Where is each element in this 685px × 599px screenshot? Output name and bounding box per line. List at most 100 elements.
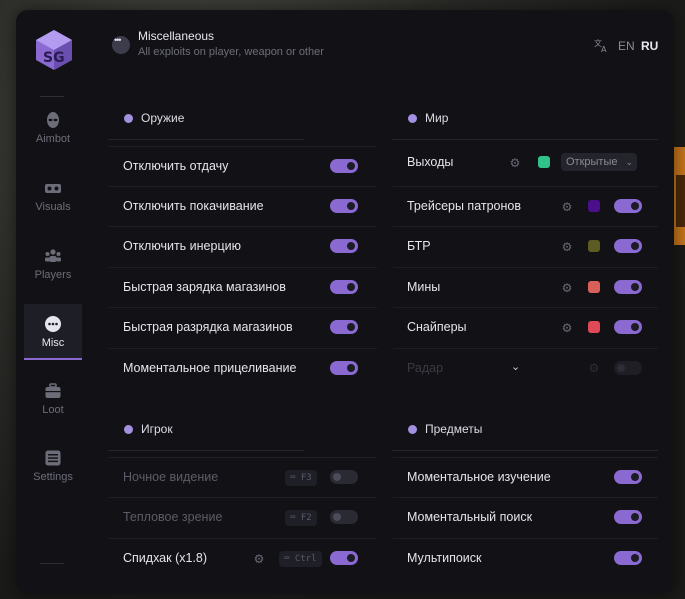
exits-select[interactable]: Открытые ⌄ — [561, 153, 637, 171]
toggle-switch[interactable] — [614, 199, 642, 213]
setting-row: Спидхак (x1.8) ⚙ ⌨ Ctrl — [109, 538, 377, 579]
hotkey-badge[interactable]: ⌨ Ctrl — [279, 551, 322, 567]
gear-icon[interactable]: ⚙ — [253, 552, 265, 566]
gear-icon[interactable]: ⚙ — [561, 200, 573, 214]
setting-label: Быстрая зарядка магазинов — [123, 280, 286, 294]
toggle-switch[interactable] — [330, 510, 358, 524]
sidebar-item-label: Settings — [33, 471, 73, 483]
setting-row: Мины ⚙ — [393, 267, 658, 308]
hotkey-badge[interactable]: ⌨ F3 — [285, 470, 317, 486]
toggle-switch[interactable] — [614, 551, 642, 565]
svg-text:文: 文 — [594, 38, 602, 48]
chevron-down-icon[interactable]: ⌄ — [511, 361, 521, 373]
gear-icon[interactable]: ⚙ — [588, 361, 600, 375]
toggle-switch[interactable] — [614, 239, 642, 253]
setting-row: Тепловое зрение ⌨ F2 — [109, 497, 377, 538]
app-logo: SG — [36, 30, 72, 70]
setting-label: Спидхак (x1.8) — [123, 551, 208, 565]
page-title: Miscellaneous — [138, 29, 215, 43]
sidebar-divider — [40, 96, 64, 97]
sidebar-item-label: Misc — [41, 337, 65, 349]
toggle-switch[interactable] — [330, 470, 358, 484]
users-icon — [45, 249, 61, 262]
setting-row: Быстрая зарядка магазинов — [109, 267, 377, 308]
toggle-switch[interactable] — [614, 510, 642, 524]
section-title-text: Оружие — [141, 111, 185, 125]
section-title-world: Мир — [408, 111, 448, 125]
gear-icon[interactable]: ⚙ — [509, 156, 521, 170]
setting-label: Мультипоиск — [407, 551, 482, 565]
setting-label: Трейсеры патронов — [407, 199, 522, 213]
hotkey-text: F2 — [300, 513, 312, 523]
hotkey-text: Ctrl — [294, 554, 317, 564]
lang-ru-button[interactable]: RU — [641, 39, 659, 53]
section-divider — [392, 450, 658, 451]
toggle-switch[interactable] — [614, 470, 642, 484]
toggle-switch[interactable] — [330, 361, 358, 375]
hotkey-badge[interactable]: ⌨ F2 — [285, 510, 317, 526]
sidebar-item-aimbot[interactable]: Aimbot — [24, 100, 82, 156]
vr-goggles-icon — [45, 184, 61, 193]
sidebar-item-settings[interactable]: Settings — [24, 438, 82, 494]
section-title-player: Игрок — [124, 422, 173, 436]
sidebar-item-loot[interactable]: Loot — [24, 371, 82, 427]
color-swatch[interactable] — [538, 156, 550, 168]
toggle-switch[interactable] — [614, 280, 642, 294]
items-icon — [408, 425, 417, 434]
setting-label: Моментальное изучение — [407, 470, 551, 484]
toggle-switch[interactable] — [330, 551, 358, 565]
setting-label: Снайперы — [407, 320, 467, 334]
color-swatch[interactable] — [588, 200, 600, 212]
setting-label: Мины — [407, 280, 441, 294]
setting-label: Радар — [407, 361, 444, 375]
color-swatch[interactable] — [588, 281, 600, 293]
setting-label: Быстрая разрядка магазинов — [123, 320, 293, 334]
setting-row: Снайперы ⚙ — [393, 307, 658, 348]
toggle-switch[interactable] — [614, 361, 642, 375]
gear-icon[interactable]: ⚙ — [561, 240, 573, 254]
setting-row-exits: Выходы ⚙ Открытые ⌄ — [393, 143, 658, 183]
sidebar-item-players[interactable]: Players — [24, 236, 82, 292]
setting-label: Тепловое зрение — [123, 510, 223, 524]
svg-text:SG: SG — [43, 50, 65, 66]
sidebar-item-visuals[interactable]: Visuals — [24, 168, 82, 224]
gear-icon[interactable]: ⚙ — [561, 281, 573, 295]
sidebar-item-label: Visuals — [35, 201, 71, 213]
dots-icon — [45, 316, 61, 332]
sidebar-divider — [40, 563, 64, 564]
color-swatch[interactable] — [588, 321, 600, 333]
list-icon — [45, 450, 61, 466]
sidebar-item-misc[interactable]: Misc — [24, 304, 82, 360]
setting-label: Отключить покачивание — [123, 199, 264, 213]
sidebar-item-label: Loot — [42, 404, 64, 416]
toggle-switch[interactable] — [330, 159, 358, 173]
lang-en-button[interactable]: EN — [618, 39, 635, 53]
globe-icon — [408, 114, 417, 123]
setting-row: Мультипоиск — [393, 538, 658, 579]
section-divider — [392, 139, 658, 140]
setting-row: Моментальное изучение — [393, 457, 658, 498]
toggle-switch[interactable] — [330, 320, 358, 334]
setting-row: БТР ⚙ — [393, 226, 658, 267]
color-swatch[interactable] — [588, 240, 600, 252]
chevron-down-icon: ⌄ — [625, 157, 633, 167]
gun-icon — [124, 114, 133, 123]
page-subtitle: All exploits on player, weapon or other — [138, 46, 324, 58]
sidebar-item-label: Aimbot — [35, 133, 71, 145]
setting-row: Отключить отдачу — [109, 146, 377, 187]
setting-label: БТР — [407, 239, 431, 253]
toggle-switch[interactable] — [614, 320, 642, 334]
setting-row-radar: Радар ⌄ ⚙ — [393, 348, 658, 379]
toggle-switch[interactable] — [330, 280, 358, 294]
setting-label: Моментальный поиск — [407, 510, 533, 524]
setting-row: Быстрая разрядка магазинов — [109, 307, 377, 348]
setting-row: Отключить покачивание — [109, 186, 377, 227]
toggle-switch[interactable] — [330, 199, 358, 213]
select-value: Открытые — [566, 156, 618, 168]
toggle-switch[interactable] — [330, 239, 358, 253]
svg-text:A: A — [601, 45, 607, 53]
section-title-text: Мир — [425, 111, 449, 125]
section-title-text: Игрок — [141, 422, 173, 436]
gear-icon[interactable]: ⚙ — [561, 321, 573, 335]
player-icon — [124, 425, 133, 434]
